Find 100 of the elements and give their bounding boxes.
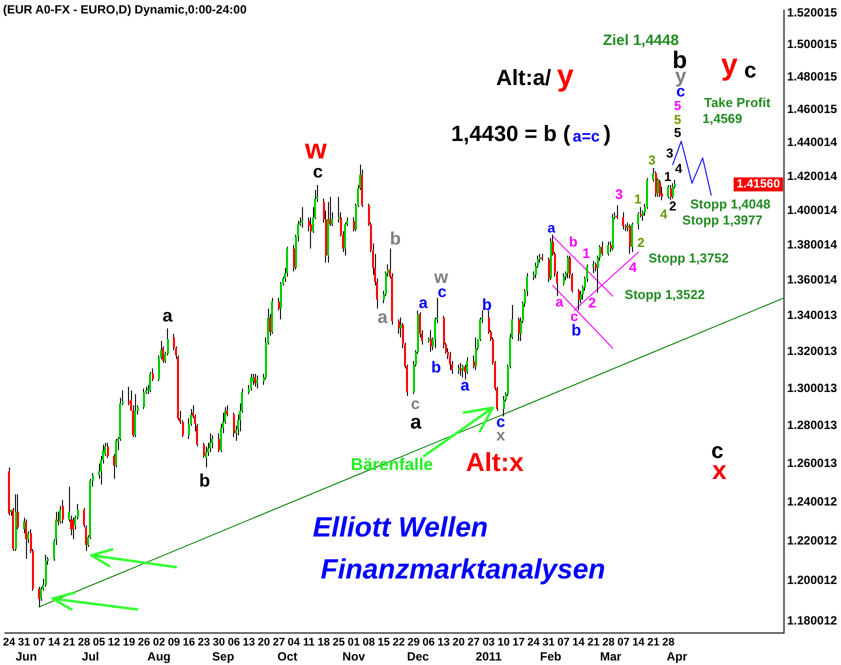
y-tick-label: 1.180012 — [787, 613, 838, 628]
x-tick-label: 13 — [438, 636, 450, 649]
annotation: b — [482, 296, 492, 314]
x-tick-label: 21 — [647, 636, 660, 649]
x-tick-label: 19 — [122, 636, 136, 649]
x-tick-label: 27 — [272, 636, 285, 649]
y-tick-label: 1.400014 — [787, 202, 838, 217]
x-tick-label: 24 — [527, 636, 541, 649]
annotation: a=c — [572, 128, 600, 146]
x-tick-label: 07 — [557, 636, 570, 649]
annotation: a — [410, 412, 422, 434]
annotation: a — [162, 305, 174, 326]
annotation: 5 — [674, 98, 682, 114]
annotation: y — [720, 48, 738, 82]
x-tick-label: 18 — [318, 636, 330, 649]
x2-tick-label: Aug — [147, 650, 171, 664]
x2-tick-label: Nov — [342, 650, 366, 664]
x-tick-label: 13 — [242, 636, 255, 649]
x-tick-label: 12 — [108, 636, 120, 649]
chart-title: (EUR A0-FX - EURO,D) Dynamic,0:00-24:00 — [3, 2, 247, 16]
y-tick-label: 1.220012 — [787, 533, 838, 548]
x2-tick-label: Feb — [540, 650, 562, 664]
annotation: 3 — [615, 186, 624, 202]
annotation: 4 — [660, 206, 668, 222]
annotation: Stopp 1,3752 — [648, 250, 729, 266]
y-tick-label: 1.260013 — [787, 456, 838, 470]
y-tick-label: 1.300013 — [787, 380, 838, 395]
x-tick-label: 06 — [228, 636, 240, 649]
y-tick-label: 1.320013 — [787, 344, 838, 358]
annotation: 1.41560 — [736, 176, 780, 191]
y-tick-label: 1.200012 — [787, 573, 838, 588]
y-tick-label: 1.380014 — [787, 237, 838, 252]
annotation: Alt:x — [466, 446, 524, 477]
x-tick-label: 28 — [602, 636, 615, 649]
annotation: a — [377, 307, 388, 328]
annotation: b — [199, 470, 210, 490]
annotation: b — [571, 322, 582, 340]
x2-tick-label: 2011 — [476, 650, 502, 664]
x-tick-label: 09 — [168, 636, 180, 649]
x-tick-label: 16 — [182, 636, 196, 649]
x2-tick-label: Dec — [406, 650, 430, 664]
x-tick-label: 29 — [408, 636, 420, 649]
annotation: 2 — [588, 294, 596, 310]
x2-tick-label: Oct — [277, 650, 298, 664]
x-tick-label: 15 — [378, 636, 390, 649]
x-tick-label: 22 — [392, 636, 405, 649]
annotation: c — [570, 308, 578, 324]
y-tick-label: 1.440014 — [787, 135, 838, 150]
annotation: c — [410, 396, 420, 414]
annotation: 1 — [582, 245, 590, 262]
x-tick-label: 31 — [18, 636, 30, 649]
annotation: Alt:a/ — [496, 65, 552, 90]
annotation: Ziel 1,4448 — [602, 32, 679, 49]
annotation: Finanzmarktanalysen — [320, 554, 606, 585]
annotation: a — [418, 294, 428, 312]
y-tick-label: 1.340013 — [787, 308, 838, 322]
annotation: 3 — [666, 145, 674, 160]
x-tick-label: 07 — [617, 636, 630, 649]
annotation: 1,4430 = b ( — [451, 121, 571, 146]
y-tick-label: 1.360014 — [787, 272, 838, 286]
annotation: a — [548, 219, 556, 236]
x-tick-label: 23 — [198, 636, 210, 649]
x-tick-label: 25 — [332, 636, 345, 649]
x-tick-label: 17 — [512, 636, 525, 649]
annotation: a — [460, 377, 470, 394]
x2-tick-label: Jun — [16, 650, 37, 664]
x-tick-label: 05 — [92, 636, 106, 649]
annotation: 1 — [664, 169, 672, 184]
annotation: ) — [603, 121, 611, 146]
annotation: b — [390, 228, 401, 248]
annotation: c — [744, 57, 756, 82]
annotation: 2 — [669, 198, 676, 214]
x-tick-label: 14 — [48, 636, 62, 649]
x2-tick-label: Mar — [600, 650, 622, 664]
annotation: a — [555, 293, 564, 310]
x-tick-label: 24 — [2, 636, 16, 649]
x-tick-label: 30 — [212, 636, 226, 649]
x-tick-label: 06 — [422, 636, 435, 649]
y-tick-label: 1.420014 — [787, 168, 838, 183]
x-tick-label: 31 — [542, 636, 555, 649]
x2-tick-label: Jul — [82, 650, 100, 664]
annotation: 3 — [648, 152, 656, 168]
x2-tick-label: Sep — [212, 650, 234, 664]
x-tick-label: 27 — [467, 636, 480, 649]
x-tick-label: 04 — [288, 636, 301, 649]
x-tick-label: 28 — [662, 636, 675, 649]
x-tick-label: 21 — [62, 636, 76, 649]
x-tick-label: 02 — [152, 636, 166, 649]
x-tick-label: 08 — [362, 636, 375, 649]
x2-tick-label: Apr — [666, 650, 688, 664]
y-tick-label: 1.500015 — [787, 37, 838, 52]
y-tick-label: 1.480015 — [787, 69, 838, 84]
annotation: Stopp 1,4048 — [690, 196, 770, 212]
annotation: 1,4569 — [702, 110, 742, 126]
x-tick-label: 26 — [138, 636, 150, 649]
y-tick-label: 1.240012 — [787, 494, 838, 508]
annotation: Stopp 1,3977 — [682, 212, 762, 228]
annotation: y — [557, 59, 574, 92]
x-tick-label: 01 — [348, 636, 360, 649]
annotation: 2 — [637, 234, 645, 250]
